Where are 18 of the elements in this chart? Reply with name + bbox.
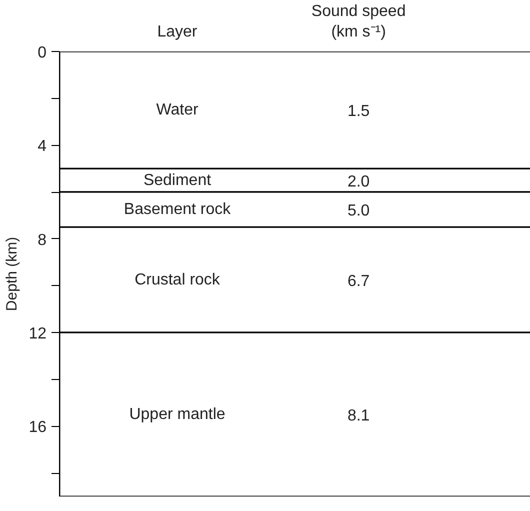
y-tick-label: 4	[38, 138, 47, 156]
y-tick-label: 12	[28, 326, 47, 343]
y-tick-label: 8	[38, 232, 47, 249]
series-label: Water	[156, 102, 199, 119]
series-label: Upper mantle	[129, 406, 226, 424]
annotation: 5.0	[347, 202, 370, 220]
annotation: 8.1	[347, 408, 370, 425]
series-label: Sediment	[143, 172, 212, 189]
y-tick-label: 0	[38, 44, 47, 62]
annotation: 2.0	[347, 173, 370, 190]
y-tick-label: 16	[28, 419, 47, 436]
text: Layer	[157, 24, 198, 40]
annotation: 6.7	[347, 272, 370, 290]
annotation: 1.5	[347, 103, 370, 120]
text: Sound speed (km s⁻¹)	[311, 3, 406, 40]
series-label: Crustal rock	[134, 271, 221, 288]
series-label: Basement rock	[124, 201, 232, 218]
y-axis-title: Depth (km)	[4, 236, 21, 312]
